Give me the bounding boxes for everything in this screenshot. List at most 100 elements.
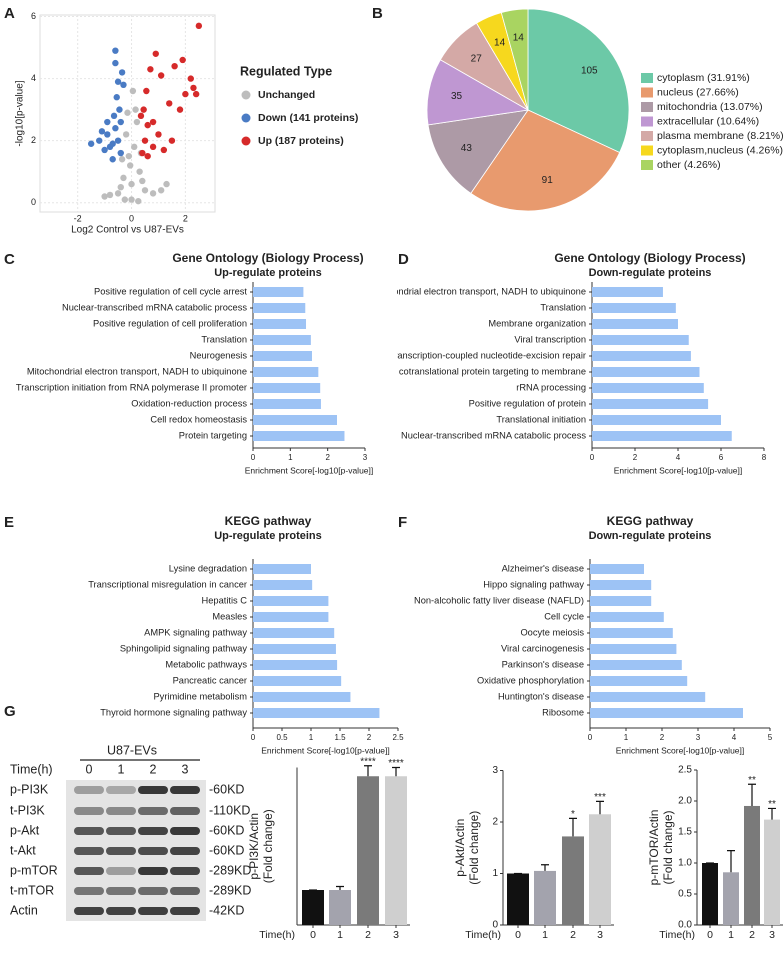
x-tick-label: 8 <box>762 453 767 462</box>
significance-label: *** <box>594 792 606 803</box>
point <box>133 118 141 126</box>
blot-band <box>170 827 200 835</box>
y-tick-label: 2 <box>31 135 36 145</box>
blot-band <box>138 827 168 835</box>
bar <box>253 564 311 574</box>
bar <box>592 319 678 329</box>
point <box>116 106 123 113</box>
y-tick-label: 1 <box>492 868 498 879</box>
blot-band <box>170 907 200 915</box>
category-label: Non-alcoholic fatty liver disease (NAFLD… <box>414 595 584 605</box>
point <box>101 146 108 154</box>
category-label: Metabolic pathways <box>165 659 247 669</box>
point <box>157 72 165 79</box>
error-bar <box>768 807 776 820</box>
x-tick-label: 0 <box>251 453 256 462</box>
point <box>98 128 106 135</box>
point <box>114 137 122 144</box>
chart-subtitle: Down-regulate proteins <box>589 530 712 542</box>
bar <box>253 319 307 329</box>
category-label: Oxidative phosphorylation <box>477 675 584 685</box>
point <box>109 156 116 163</box>
blot-band <box>74 907 104 915</box>
point <box>141 187 149 194</box>
significance-label: ** <box>748 775 756 786</box>
slice-label: 91 <box>542 175 554 186</box>
point <box>163 180 170 188</box>
point <box>140 106 147 113</box>
pie-slice <box>426 59 530 126</box>
blot-band <box>74 867 104 875</box>
significance-label: * <box>571 809 575 820</box>
x-tick-label: 1 <box>288 453 293 462</box>
chart-title: KEGG pathway <box>225 514 312 528</box>
row-label: p-PI3K <box>10 782 49 796</box>
bar <box>592 351 691 361</box>
point <box>114 78 122 85</box>
point <box>87 140 95 147</box>
legend-title: Regulated Type <box>240 64 332 78</box>
row-label: Actin <box>10 903 38 917</box>
x-tick-label: 0 <box>707 929 713 941</box>
blot-band <box>138 847 168 855</box>
error-bar <box>596 800 604 815</box>
pie-slice <box>470 109 621 212</box>
point <box>118 69 126 76</box>
bar <box>253 431 345 441</box>
bar <box>592 383 704 393</box>
point <box>149 143 157 151</box>
legend-label: extracellular (10.64%) <box>657 115 759 127</box>
panel-label: A <box>4 5 15 22</box>
bar-chart: Gene Ontology (Biology Process) Down-regu… <box>397 251 767 475</box>
lane-label: 1 <box>118 762 125 776</box>
blot-band <box>106 827 136 835</box>
bar <box>592 399 709 409</box>
x-tick-label: 0 <box>588 733 593 742</box>
row-label: t-Akt <box>10 843 36 857</box>
blot-band <box>170 867 200 875</box>
x-tick-label: 3 <box>769 929 775 941</box>
blot-band <box>170 786 200 794</box>
error-bar <box>569 817 577 837</box>
point <box>139 177 146 185</box>
x-tick-label: 1 <box>624 733 629 742</box>
bar <box>723 872 739 925</box>
pie-slice <box>427 109 529 194</box>
point <box>104 118 111 126</box>
significance-label: **** <box>360 756 376 767</box>
y-axis-label: -log10[p-value] <box>15 80 26 146</box>
x-tick-label: 0 <box>590 453 595 462</box>
point <box>121 196 129 203</box>
bar-chart: Gene Ontology (Biology Process) Up-regula… <box>16 251 373 475</box>
point <box>157 187 165 194</box>
chart-title: Gene Ontology (Biology Process) <box>172 251 363 265</box>
point <box>112 59 119 67</box>
bar <box>253 612 329 622</box>
point <box>96 137 103 144</box>
blot-band <box>170 847 200 855</box>
bar <box>592 415 721 425</box>
blot-band <box>106 907 136 915</box>
bar <box>253 399 321 409</box>
point <box>176 106 184 113</box>
bar <box>562 836 584 925</box>
category-label: Mitochondrial electron transport, NADH t… <box>27 366 247 376</box>
y-axis-label: (Fold change) <box>467 811 481 885</box>
blot-band <box>138 907 168 915</box>
chart-subtitle: Up-regulate proteins <box>214 267 322 279</box>
point <box>117 149 124 157</box>
lane-label: 0 <box>86 762 93 776</box>
point <box>179 56 186 64</box>
y-tick-label: 0 <box>492 920 498 931</box>
x-axis-label: Enrichment Score[-log10[p-value]] <box>616 745 745 755</box>
bar <box>590 596 652 606</box>
slice-label: 14 <box>494 38 506 49</box>
x-axis-label: Time(h) <box>659 929 695 941</box>
y-tick-label: 3 <box>492 765 498 776</box>
legend-swatch <box>241 136 251 146</box>
panel-label: D <box>398 251 409 268</box>
point <box>192 90 200 98</box>
category-label: Viral transcription <box>514 334 586 344</box>
lane-label: 2 <box>150 762 157 776</box>
significance-label: **** <box>388 758 404 769</box>
